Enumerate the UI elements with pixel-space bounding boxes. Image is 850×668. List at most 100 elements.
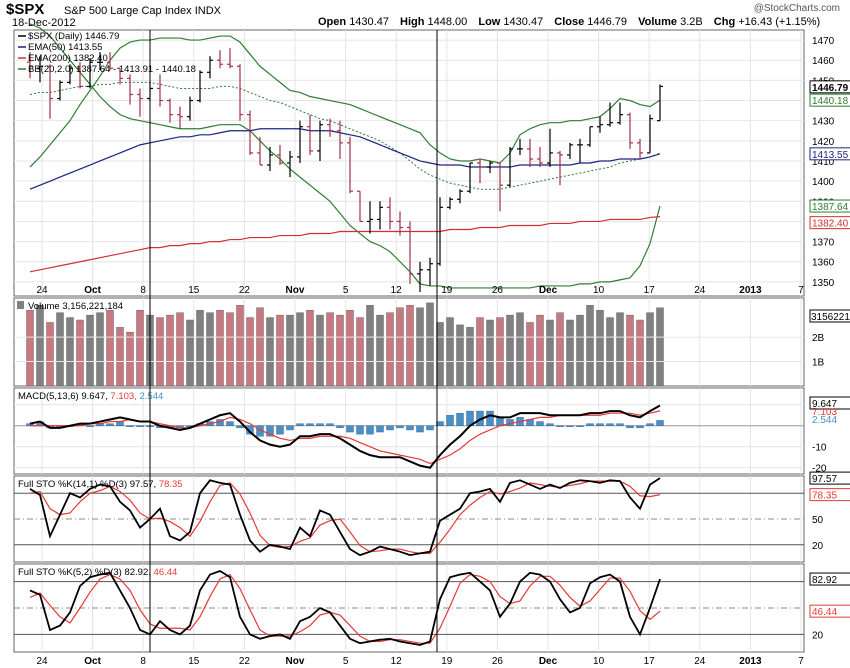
last-ema200-label: 1382.40: [812, 219, 849, 230]
open-value: 1430.47: [349, 16, 389, 28]
bottom-x-tick-label: 12: [391, 656, 403, 667]
macd-histogram-bar: [496, 417, 504, 426]
bottom-x-tick-label: 17: [644, 656, 656, 667]
macd-histogram-bar: [456, 412, 464, 426]
sto1-tick-label: 50: [812, 515, 824, 526]
macd-histogram-bar: [436, 421, 444, 426]
x-tick-label: 12: [391, 285, 403, 296]
sto1-k-line: [29, 477, 661, 557]
macd-legend-part: 7.103,: [110, 391, 139, 402]
volume-bar: [576, 314, 584, 387]
volume-bar: [546, 319, 554, 387]
macd-histogram-bar: [406, 425, 414, 431]
macd-histogram-bar: [586, 423, 594, 426]
x-tick-label: Nov: [286, 285, 305, 296]
exchange-label: INDX: [194, 5, 221, 17]
macd-tick-label: -10: [812, 443, 827, 454]
price-tick-label: 1410: [812, 157, 835, 168]
macd-histogram-bar: [376, 425, 384, 433]
x-tick-label: 26: [492, 285, 504, 296]
bottom-x-tick-label: 5: [343, 656, 349, 667]
macd-histogram-bar: [286, 425, 294, 431]
macd-histogram-bar: [596, 423, 604, 426]
macd-last-label: 9.647: [812, 399, 837, 410]
macd-histogram-bar: [296, 423, 304, 426]
volume-bar: [156, 317, 164, 387]
panel-frame-macd: [13, 387, 805, 475]
volume-label: Volume: [638, 16, 678, 28]
volume-bar: [56, 312, 64, 387]
macd-histogram-bar: [106, 423, 114, 426]
macd-histogram-bar: [446, 415, 454, 426]
x-tick-label: 5: [343, 285, 349, 296]
volume-value: 3.2B: [680, 16, 703, 28]
x-tick-label: 2013: [739, 285, 762, 296]
price-tick-label: 1360: [812, 258, 835, 269]
x-tick-label: 10: [593, 285, 605, 296]
last-close-label: 1446.79: [812, 83, 849, 94]
macd-tick-label: -20: [812, 464, 827, 475]
volume-bar: [196, 310, 204, 387]
volume-last-box: [809, 309, 850, 323]
last-bb-upper-label-box: [809, 93, 850, 107]
macd-histogram-bar: [246, 425, 254, 435]
macd-histogram-bar: [336, 425, 344, 429]
volume-bar: [466, 327, 474, 387]
price-tick-label: 1460: [812, 56, 835, 67]
macd-histogram-bar: [606, 423, 614, 426]
macd-histogram-bar: [556, 425, 564, 427]
macd-histogram-bar: [426, 425, 434, 431]
macd-histogram-bar: [226, 421, 234, 426]
volume-bar: [136, 310, 144, 387]
macd-histogram-bar: [546, 423, 554, 426]
volume-bar: [456, 324, 464, 387]
chg-label: Chg: [713, 16, 736, 28]
x-tick-label: 8: [140, 285, 146, 296]
volume-bar: [66, 317, 74, 387]
macd-histogram-bar: [236, 425, 244, 429]
last-ema50-label-box: [809, 147, 850, 161]
sto1-k-last-box: [809, 471, 850, 485]
x-tick-label: Dec: [539, 285, 558, 296]
last-close-label-box: [809, 80, 850, 94]
high-label: High: [400, 16, 425, 28]
volume-tick-label: 2B: [812, 333, 825, 344]
bottom-x-tick-label: Dec: [539, 656, 558, 667]
open-label: Open: [318, 16, 347, 28]
volume-bar: [346, 310, 354, 387]
volume-bar: [246, 317, 254, 387]
close-label: Close: [554, 16, 585, 28]
volume-bar: [116, 327, 124, 387]
last-ema50-label: 1413.55: [812, 150, 849, 161]
volume-bar: [386, 312, 394, 387]
volume-bar: [236, 305, 244, 387]
bottom-x-tick-label: 15: [188, 656, 200, 667]
macd-histogram-bar: [316, 423, 324, 426]
macd-histogram-bar: [266, 425, 274, 437]
sto2-legend-part: Full STO %K(5,2) %D(3): [18, 567, 124, 578]
macd-histogram-bar: [326, 423, 334, 426]
sto2-k-last-box: [809, 572, 850, 586]
volume-bar: [26, 310, 34, 387]
volume-bar: [646, 312, 654, 387]
volume-bar: [216, 310, 224, 387]
chg-value: +16.43 (+1.15%): [738, 16, 821, 28]
legend-bb: BB(20,2.0) 1387.64 - 1413.91 - 1440.18: [28, 64, 196, 75]
sto1-tick-label: 20: [812, 541, 824, 552]
legend-ema50: EMA(50) 1413.55: [28, 42, 102, 53]
volume-bar: [526, 322, 534, 387]
last-bb-lower-label: 1387.64: [812, 202, 849, 213]
watermark: @StockCharts.com: [753, 3, 840, 14]
volume-bar: [636, 319, 644, 387]
sto2-d-last-label: 46.44: [812, 607, 837, 618]
volume-bar: [176, 312, 184, 387]
macd-histogram-bar: [396, 425, 404, 429]
volume-bar: [496, 317, 504, 387]
volume-bar: [126, 332, 134, 387]
macd-legend-part: 2.544: [139, 391, 163, 402]
bottom-x-tick-label: 24: [694, 656, 706, 667]
volume-bar: [426, 302, 434, 387]
macd-histogram-bar: [616, 423, 624, 426]
macd-histogram-bar: [346, 425, 354, 433]
sto2-d-line: [29, 573, 661, 644]
